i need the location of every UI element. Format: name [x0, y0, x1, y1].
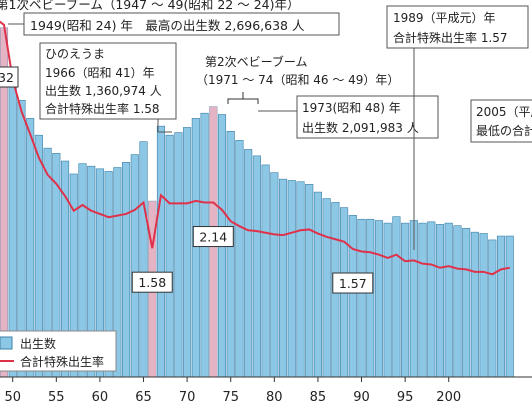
y2005-callout-box — [470, 99, 532, 143]
bar-2001 — [453, 225, 462, 378]
y1989-line-1: 1989（平成元）年 — [393, 11, 496, 25]
bar-1992 — [374, 220, 384, 378]
bar-1986 — [322, 198, 331, 378]
bar-1965 — [139, 141, 148, 378]
hinoe-title: ひのえうま — [45, 47, 105, 61]
bar-1981 — [278, 178, 288, 378]
bar-2002 — [462, 227, 471, 378]
bar-1969 — [174, 132, 183, 378]
legend-births-swatch — [0, 336, 13, 350]
x-tick-label-1960: 60 — [92, 390, 109, 405]
bar-1982 — [287, 180, 296, 378]
birth-bars — [0, 27, 514, 378]
hinoe-line-3: 合計特殊出生率 1.58 — [45, 101, 160, 116]
tfr-line — [0, 20, 510, 276]
bar-1994 — [392, 216, 401, 378]
x-tick-label-1970: 70 — [179, 390, 196, 405]
bar-1963 — [122, 162, 131, 378]
x-tick-label-1980: 80 — [266, 390, 283, 405]
value-box-1966 — [131, 271, 173, 293]
bar-1993 — [383, 222, 392, 378]
value-box-1949 — [0, 66, 19, 88]
bar-1995 — [401, 222, 410, 378]
legend: 出生数 合計特殊出生率 — [0, 330, 117, 372]
bar-1991 — [366, 218, 375, 378]
bar-1971 — [191, 118, 200, 378]
value-box-1973 — [192, 226, 234, 248]
value-label-1973: 2.14 — [199, 230, 227, 245]
boom2-bracket — [227, 92, 259, 104]
x-tick-label-2000: 200 — [436, 390, 461, 405]
value-boxes: 32 1.58 2.14 1.57 — [0, 66, 374, 294]
bar-1975 — [226, 131, 235, 378]
bar-1997 — [418, 222, 427, 378]
annotations: 第1次ベビーブーム（1947 ～ 49(昭和 22 ～ 24)年） 1949(昭… — [0, 0, 532, 250]
x-tick-label-1995: 95 — [397, 390, 414, 405]
x-tick-label-1990: 90 — [353, 390, 370, 405]
value-label-1949: 32 — [0, 70, 14, 85]
x-tick-label-1975: 75 — [222, 390, 239, 405]
highlight-1949 — [0, 27, 8, 378]
y2005-line-1: 2005（平成 — [476, 105, 532, 119]
bar-1976 — [235, 140, 244, 378]
bar-1983 — [296, 181, 305, 378]
legend-births-label: 出生数 — [20, 336, 56, 351]
bar-2003 — [470, 231, 479, 378]
bar-2005 — [488, 239, 497, 378]
bar-1967 — [156, 125, 166, 378]
y1973-line-2: 出生数 2,091,983 人 — [302, 120, 419, 135]
bar-1968 — [165, 134, 174, 378]
tfr-line-layer — [0, 20, 510, 276]
bar-1970 — [183, 127, 192, 378]
bar-1964 — [130, 154, 139, 378]
bar-1979 — [261, 164, 270, 378]
hinoe-line-1: 1966（昭和 41）年 — [45, 66, 155, 80]
bar-1999 — [435, 224, 445, 378]
bar-1998 — [427, 221, 436, 378]
x-tick-label-1955: 55 — [48, 390, 65, 405]
legend-box — [0, 330, 117, 372]
x-tick-label-1950: 50 — [4, 390, 21, 405]
bar-1984 — [305, 184, 314, 378]
bar-1980 — [270, 172, 279, 378]
legend-tfr-label: 合計特殊出生率 — [20, 354, 104, 369]
bar-1990 — [357, 218, 366, 378]
boom2-line-1: 第2次ベビーブーム — [205, 54, 308, 69]
x-tick-label-1965: 65 — [135, 390, 152, 405]
hinoe-line-2: 出生数 1,360,974 人 — [45, 83, 162, 98]
y1949-callout: 1949(昭和 24) 年 最高の出生数 2,696,638 人 — [30, 18, 305, 33]
bar-2000 — [444, 222, 453, 378]
value-box-1989 — [332, 272, 374, 294]
bar-1977 — [244, 149, 253, 378]
x-axis: 50 55 60 65 70 75 80 85 90 95 200 — [0, 376, 532, 405]
bar-1985 — [313, 191, 322, 378]
hinoe-callout-box — [39, 42, 177, 120]
boom2-line-2: （1971 ～ 74（昭和 46 ～ 49）年） — [196, 73, 399, 87]
bar-1989 — [348, 215, 357, 378]
bar-2004 — [479, 233, 488, 378]
value-label-1989: 1.57 — [339, 276, 367, 291]
boom1-caption: 第1次ベビーブーム（1947 ～ 49(昭和 22 ～ 24)年） — [0, 0, 299, 12]
bar-2007 — [505, 235, 514, 378]
y1989-line-2: 合計特殊出生率 1.57 — [393, 30, 508, 45]
y1989-callout-box — [386, 5, 529, 49]
y2005-line-2: 最低の合計 — [476, 123, 532, 138]
bar-1978 — [252, 155, 261, 378]
value-label-1966: 1.58 — [138, 275, 166, 290]
bar-2006 — [496, 235, 506, 378]
y1973-line-1: 1973(昭和 48) 年 — [302, 101, 401, 115]
x-tick-label-1985: 85 — [310, 390, 327, 405]
